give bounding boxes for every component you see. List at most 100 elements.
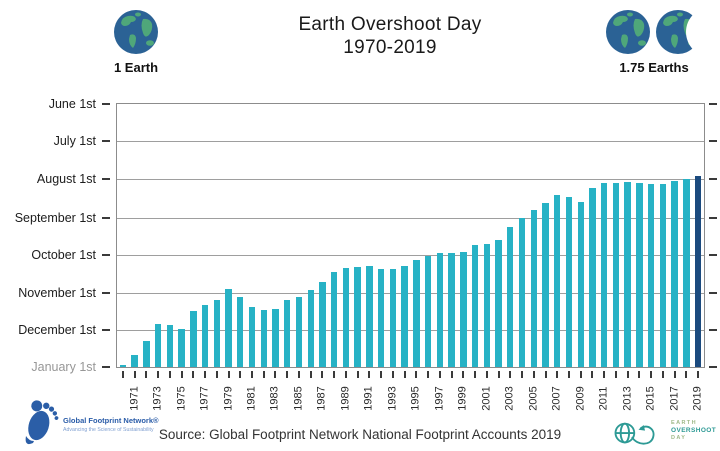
x-tick [591,371,594,378]
earths-label: 1.75 Earths [619,60,689,75]
y-month-label: November 1st [18,285,96,300]
x-tick [239,371,242,378]
x-tick [638,371,641,378]
x-tick [532,371,535,378]
bar-1982 [260,310,267,367]
x-tick [380,371,383,378]
x-year-label: 1993 [386,386,399,411]
y-month-label: January 1st [31,360,96,374]
x-year-label: 2013 [621,386,634,411]
x-tick [579,371,582,378]
y-gridline [117,217,704,219]
y-month-label: September 1st [14,210,96,225]
y-tick-left [102,366,110,368]
x-year-label: 1971 [128,386,141,411]
title-line-1: Earth Overshoot Day [298,14,482,35]
eod-logo-line3: DAY [671,435,687,441]
x-tick [544,371,547,378]
x-tick [368,371,371,378]
y-tick-left [102,103,110,105]
x-tick [438,371,441,378]
y-gridline [117,254,704,256]
x-tick [556,371,559,378]
x-year-label: 1989 [339,386,352,411]
y-tick-right [709,253,717,256]
bar-1997 [436,253,444,367]
y-tick-right [709,178,717,181]
bar-2006 [542,202,549,367]
bar-2014 [636,183,643,367]
x-year-label: 1973 [151,386,164,411]
x-tick [415,371,418,378]
x-tick [521,371,524,378]
x-tick [567,371,570,378]
one-earth-label: 1 Earth [113,60,159,75]
x-tick [333,371,336,378]
earth-icon [606,10,650,54]
bar-2009 [577,201,584,367]
x-tick [133,371,136,378]
x-year-label: 1995 [409,386,422,411]
x-year-label: 2005 [527,386,540,411]
x-year-label: 2007 [550,386,563,411]
source-note: Source: Global Footprint Network Nationa… [158,427,562,442]
bar-2002 [495,239,502,367]
x-year-label: 1979 [222,386,235,411]
bar-1993 [389,269,397,367]
x-tick [626,371,629,378]
x-tick [274,371,277,378]
y-gridline [117,292,704,294]
bar-2019 [694,175,702,367]
y-gridline [117,329,704,331]
bar-2001 [483,243,490,367]
x-year-label: 2001 [480,386,493,411]
bar-2017 [671,180,678,367]
x-tick [192,371,195,378]
bar-2015 [647,184,655,367]
bar-1981 [248,306,256,367]
x-tick [474,371,477,378]
x-tick [614,371,617,378]
x-tick [204,371,207,378]
y-tick-left [102,178,110,181]
x-tick [321,371,324,378]
bar-2003 [507,227,514,367]
bar-1991 [366,265,373,367]
bar-1996 [424,255,432,367]
x-year-label: 1999 [456,386,469,411]
bar-1970 [119,364,127,367]
bar-1989 [342,268,350,367]
x-tick [309,371,312,378]
x-tick [286,371,289,378]
bar-1984 [284,300,291,367]
x-year-label: 2019 [691,386,704,411]
bar-1992 [377,269,385,367]
x-tick [485,371,488,378]
x-tick [157,371,160,378]
bar-1990 [354,267,361,367]
x-tick [650,371,653,378]
bar-1978 [213,300,220,367]
bar-1972 [143,341,150,367]
x-year-label: 1985 [292,386,305,411]
y-tick-right [709,328,717,331]
x-tick [262,371,265,378]
bar-1994 [401,265,408,367]
title-line-2: 1970-2019 [343,37,437,58]
x-tick [509,371,512,378]
x-tick [673,371,676,378]
y-tick-right [709,291,717,294]
y-tick-right [709,366,717,368]
x-tick [427,371,430,378]
bar-2013 [624,181,631,367]
bar-1983 [272,308,279,367]
earth-icon [114,10,158,54]
x-year-label: 1987 [315,386,328,411]
x-tick [356,371,359,378]
one-earth-figure [112,8,160,61]
x-year-label: 2017 [668,386,681,411]
bar-2004 [518,217,526,367]
x-year-label: 1997 [433,386,446,411]
bar-1974 [166,325,174,367]
x-tick [145,371,148,378]
